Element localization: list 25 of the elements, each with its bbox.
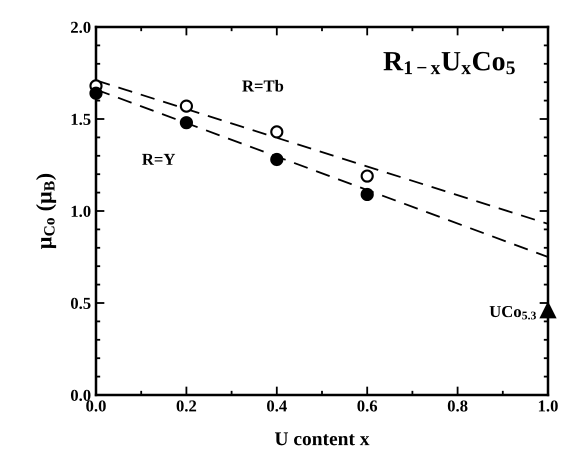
y-tick-label: 0.5 (70, 298, 91, 310)
x-tick-label: 0.6 (357, 400, 378, 412)
x-axis-title: U content x (274, 432, 370, 446)
x-tick-label: 0.4 (267, 400, 287, 412)
legend-label: UCo$_{5.3}$ (490, 306, 536, 320)
point (180, 116, 193, 130)
point (270, 152, 284, 166)
x-tick-label: 0.2 (176, 400, 196, 412)
x-tick-label: 0.8 (448, 400, 468, 412)
point (360, 169, 374, 183)
point (270, 125, 284, 138)
point (540, 302, 556, 318)
x-tick-label: 0.0 (86, 400, 106, 412)
x-tick-label: 1.0 (538, 400, 558, 412)
y-tick-label: 1.0 (72, 206, 91, 218)
point (180, 100, 193, 113)
text: R$_{1−x}$U$_{x}$Co$_{5}$ (384, 52, 515, 74)
y-tick-label: 0.0 (70, 390, 91, 402)
y-axis-title: μ$_{Co}$ (μ$_{B}$) (36, 174, 56, 249)
text: R=Tb (242, 80, 284, 92)
y-tick-label: 2.0 (71, 22, 91, 34)
y-tick-label: 1.5 (72, 114, 91, 126)
point (89, 86, 103, 100)
point (360, 188, 374, 202)
series-label: R=Y (142, 154, 176, 165)
